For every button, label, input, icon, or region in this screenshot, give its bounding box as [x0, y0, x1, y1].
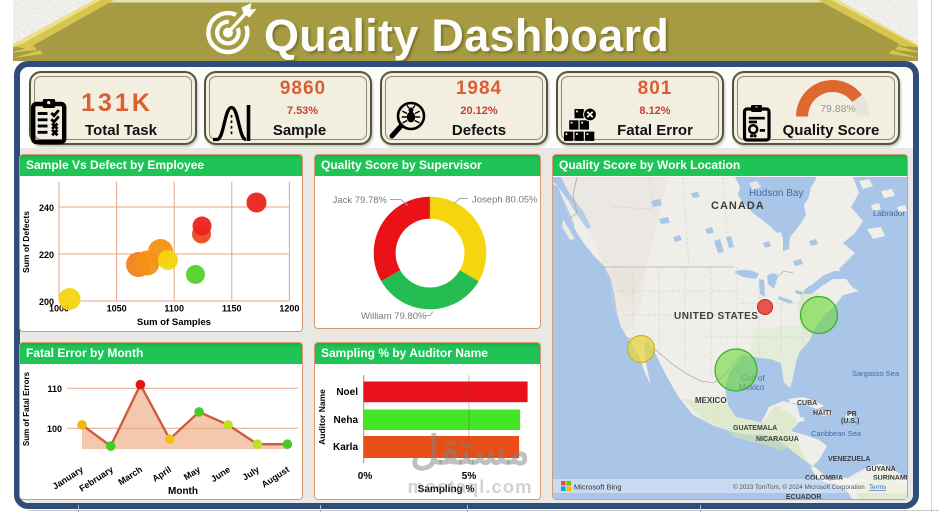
svg-text:Sargasso Sea: Sargasso Sea	[852, 369, 900, 378]
svg-text:February: February	[77, 464, 115, 493]
svg-text:Hudson Bay: Hudson Bay	[749, 188, 803, 199]
svg-text:Caribbean Sea: Caribbean Sea	[811, 429, 862, 438]
svg-text:Terms: Terms	[869, 484, 886, 491]
svg-text:April: April	[150, 464, 173, 484]
svg-text:Noel: Noel	[336, 387, 358, 398]
svg-text:Auditor Name: Auditor Name	[317, 389, 327, 445]
svg-text:Neha: Neha	[334, 415, 359, 426]
svg-text:1200: 1200	[279, 304, 299, 314]
svg-text:UNITED STATES: UNITED STATES	[674, 311, 758, 322]
svg-text:240: 240	[39, 203, 54, 213]
svg-text:June: June	[209, 464, 232, 484]
svg-text:0%: 0%	[358, 471, 373, 482]
svg-text:Sampling %: Sampling %	[418, 484, 475, 495]
svg-text:VENEZUELA: VENEZUELA	[828, 456, 870, 463]
svg-text:1050: 1050	[107, 304, 127, 314]
svg-text:200: 200	[39, 297, 54, 307]
svg-text:GUATEMALA: GUATEMALA	[733, 425, 777, 432]
svg-text:1000: 1000	[49, 304, 69, 314]
svg-text:Sum of Fatal Errors: Sum of Fatal Errors	[22, 371, 31, 446]
svg-text:5%: 5%	[462, 471, 477, 482]
svg-text:Joseph 80.05%: Joseph 80.05%	[472, 195, 538, 206]
svg-text:MEXICO: MEXICO	[695, 396, 727, 405]
svg-text:Labrador: Labrador	[873, 209, 905, 218]
svg-text:1100: 1100	[164, 304, 184, 314]
svg-text:100: 100	[47, 424, 62, 434]
svg-text:ECUADOR: ECUADOR	[786, 494, 821, 499]
svg-text:Karla: Karla	[333, 442, 358, 453]
svg-text:1150: 1150	[222, 304, 242, 314]
svg-text:Mexico: Mexico	[739, 383, 765, 392]
svg-text:CUBA: CUBA	[797, 400, 817, 407]
svg-text:March: March	[116, 464, 144, 487]
svg-text:COLOMBIA: COLOMBIA	[805, 475, 843, 482]
svg-text:© 2023 TomTom, © 2024 Microsof: © 2023 TomTom, © 2024 Microsoft Corporat…	[733, 483, 865, 491]
svg-text:Jack 79.78%: Jack 79.78%	[333, 195, 388, 206]
svg-text:GUYANA: GUYANA	[866, 466, 896, 473]
svg-text:Sum of Samples: Sum of Samples	[137, 317, 211, 328]
svg-text:CANADA: CANADA	[711, 200, 765, 212]
svg-text:August: August	[260, 464, 291, 489]
svg-text:Month: Month	[168, 486, 198, 497]
svg-text:May: May	[182, 464, 202, 482]
svg-text:110: 110	[47, 384, 62, 394]
svg-text:HAITI: HAITI	[813, 410, 831, 417]
svg-text:SURINAME: SURINAME	[873, 475, 907, 482]
svg-text:William 79.80%: William 79.80%	[361, 311, 427, 322]
svg-text:July: July	[241, 464, 262, 482]
svg-text:PR: PR	[847, 411, 857, 418]
svg-text:Microsoft Bing: Microsoft Bing	[574, 483, 622, 492]
svg-text:NICARAGUA: NICARAGUA	[756, 436, 799, 443]
svg-text:Sum of Defects: Sum of Defects	[21, 211, 31, 273]
svg-text:220: 220	[39, 250, 54, 260]
svg-text:(U.S.): (U.S.)	[841, 418, 859, 425]
